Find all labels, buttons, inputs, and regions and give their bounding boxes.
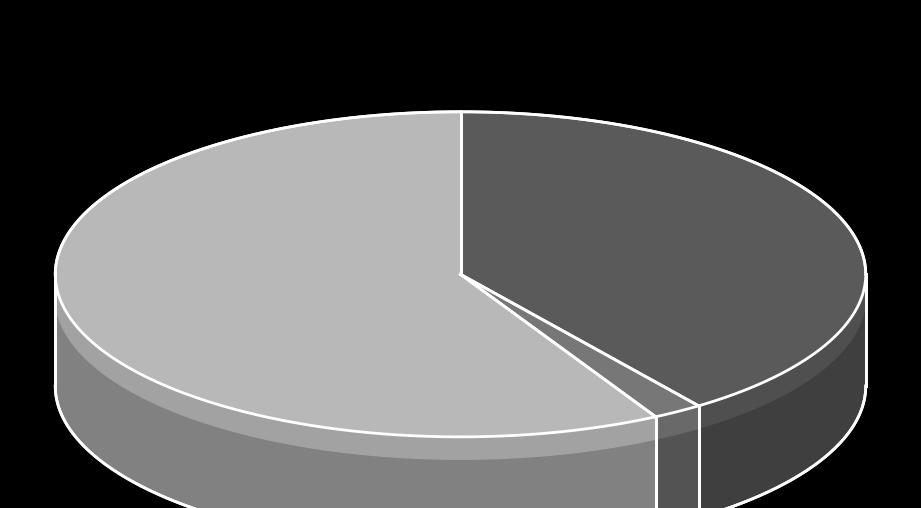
Polygon shape — [699, 273, 866, 508]
Polygon shape — [656, 406, 699, 508]
Polygon shape — [699, 273, 866, 428]
Polygon shape — [460, 112, 866, 406]
Polygon shape — [55, 274, 656, 508]
Polygon shape — [656, 406, 699, 439]
Polygon shape — [55, 274, 656, 459]
Polygon shape — [460, 274, 699, 417]
Polygon shape — [55, 112, 656, 437]
